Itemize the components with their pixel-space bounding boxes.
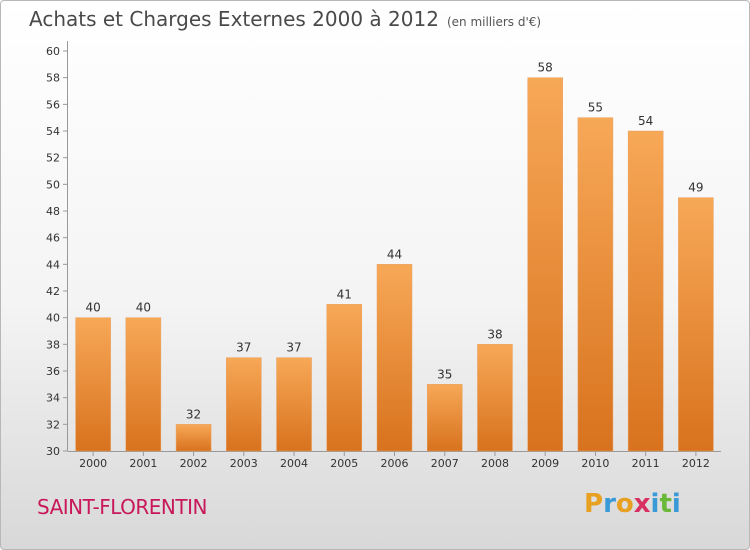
y-tick-label: 50 [46,178,60,191]
data-label-2000: 40 [85,301,100,315]
data-label-2008: 38 [487,327,502,341]
x-tick-label-2001: 2001 [129,457,157,470]
data-label-2010: 55 [588,101,603,115]
data-label-2001: 40 [136,301,151,315]
bar-2002 [175,424,212,452]
location-label: SAINT-FLORENTIN [37,495,207,519]
y-tick-label: 52 [46,152,60,165]
bar-2008 [477,344,513,452]
brand-letter: t [659,489,672,519]
chart-subtitle: (en milliers d'€) [446,15,542,29]
data-label-2005: 41 [337,287,352,301]
brand-logo: Proxiti [584,489,681,519]
x-tick-label-2008: 2008 [481,457,509,470]
y-tick-label: 42 [46,285,60,298]
data-label-2011: 54 [638,114,653,128]
x-tick-label-2004: 2004 [280,457,308,470]
y-tick-label: 34 [46,392,60,405]
y-tick-label: 40 [46,312,60,325]
chart-title: Achats et Charges Externes 2000 à 2012 (e… [29,7,541,31]
y-tick-label: 48 [46,205,60,218]
x-tick-label-2006: 2006 [381,457,409,470]
y-tick-label: 56 [46,98,60,111]
data-label-2002: 32 [186,407,201,421]
y-tick-label: 32 [46,418,60,431]
x-tick-label-2002: 2002 [180,457,208,470]
x-tick-label-2012: 2012 [682,457,710,470]
x-tick-label-2010: 2010 [581,457,609,470]
x-tick-label-2007: 2007 [431,457,459,470]
bar-2004 [276,357,312,452]
y-tick-label: 38 [46,338,60,351]
bar-2005 [326,304,363,452]
bar-2000 [75,317,111,452]
y-tick-label: 36 [46,365,60,378]
x-tick-label-2000: 2000 [79,457,107,470]
brand-letter: P [584,489,604,519]
bar-2003 [226,357,262,452]
y-tick-label: 44 [46,258,60,271]
data-label-2009: 58 [538,61,553,75]
brand-letter: i [650,489,660,519]
bar-2010 [577,117,614,452]
y-tick-label: 54 [46,125,60,138]
data-label-2012: 49 [688,181,703,195]
brand-letter: x [633,489,651,519]
data-label-2003: 37 [236,341,251,355]
x-tick-label-2009: 2009 [531,457,559,470]
y-tick-label: 58 [46,72,60,85]
y-tick-label: 60 [46,45,60,58]
brand-letter: i [671,489,681,519]
data-label-2006: 44 [387,247,402,261]
chart-title-text: Achats et Charges Externes 2000 à 2012 [29,7,439,31]
bar-2011 [627,130,664,452]
bar-2007 [426,384,463,452]
x-tick-label-2005: 2005 [330,457,358,470]
brand-letter: o [615,489,634,519]
bar-2001 [125,317,162,452]
data-label-2007: 35 [437,367,452,381]
bar-2006 [376,264,413,452]
data-label-2004: 37 [286,341,301,355]
y-tick-label: 30 [46,445,60,458]
brand-letter: r [603,489,616,519]
y-tick-label: 46 [46,232,60,245]
bar-2009 [527,77,563,452]
x-tick-label-2011: 2011 [632,457,660,470]
x-tick-label-2003: 2003 [230,457,258,470]
bar-2012 [678,197,714,452]
